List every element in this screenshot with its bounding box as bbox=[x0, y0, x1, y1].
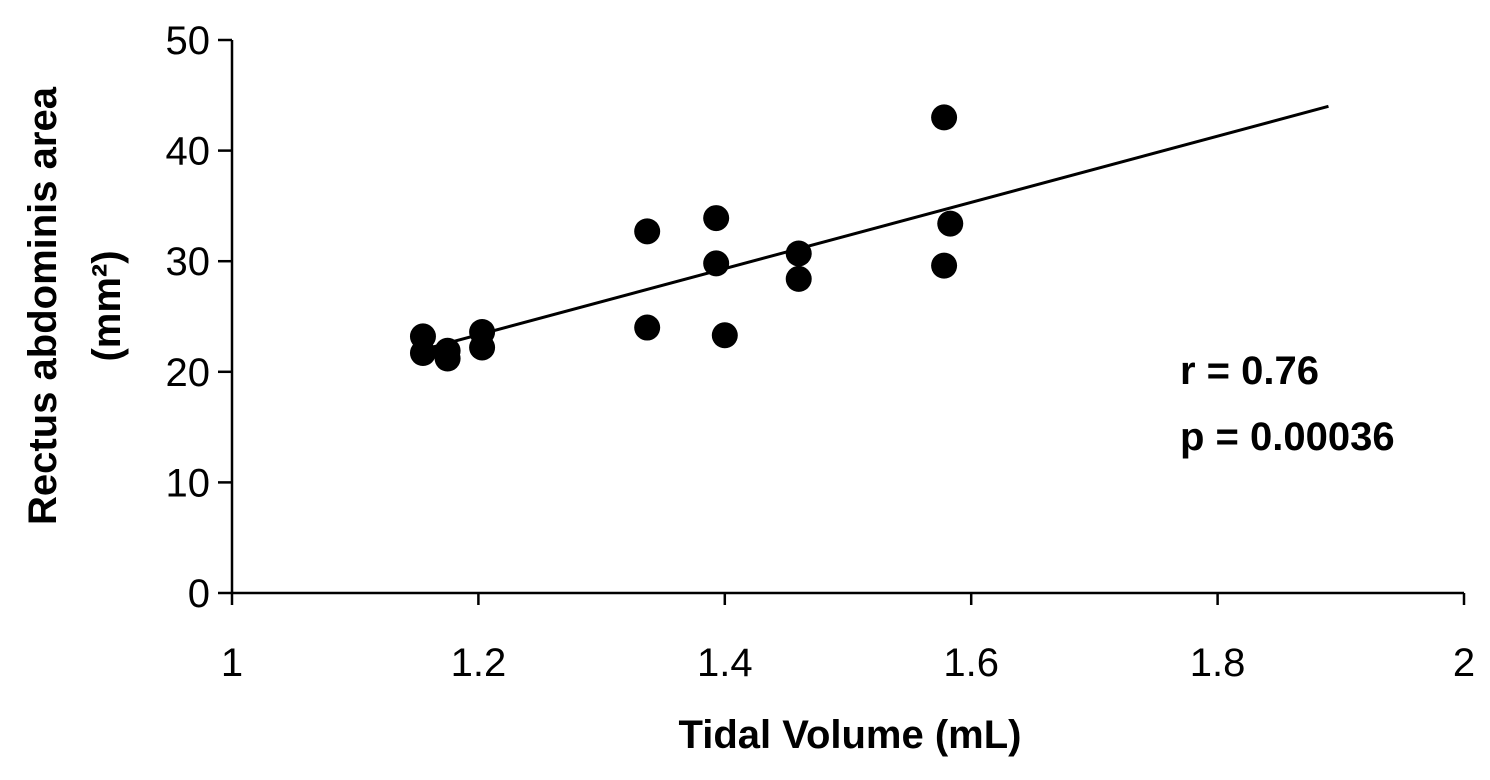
data-point bbox=[931, 104, 958, 131]
y-tick-label: 30 bbox=[166, 240, 211, 284]
axes bbox=[230, 40, 1464, 595]
data-point bbox=[931, 252, 958, 279]
data-point bbox=[703, 205, 730, 232]
data-point bbox=[711, 322, 738, 349]
y-axis-title: Rectus abdominis area (mm²) bbox=[21, 86, 129, 525]
x-tick-label: 1.8 bbox=[1190, 641, 1246, 685]
y-tick-label: 50 bbox=[166, 19, 211, 63]
data-point bbox=[703, 250, 730, 277]
data-point bbox=[469, 334, 496, 361]
y-tick-label: 20 bbox=[166, 351, 211, 395]
y-axis-title-line1: Rectus abdominis area bbox=[21, 86, 65, 525]
data-points bbox=[409, 104, 964, 372]
x-tick-label: 1 bbox=[221, 641, 243, 685]
p-annotation: p = 0.00036 bbox=[1180, 415, 1395, 459]
data-point bbox=[434, 345, 461, 372]
r-annotation: r = 0.76 bbox=[1180, 349, 1319, 393]
data-point bbox=[937, 210, 964, 237]
x-tick-label: 1.2 bbox=[451, 641, 507, 685]
y-tick-label: 0 bbox=[188, 572, 210, 616]
y-tick-label: 10 bbox=[166, 461, 211, 505]
trendline-group bbox=[422, 104, 1329, 352]
x-tick-label: 1.4 bbox=[697, 641, 753, 685]
x-tick-label: 1.6 bbox=[943, 641, 999, 685]
data-point bbox=[785, 265, 812, 292]
data-point bbox=[634, 218, 661, 245]
y-axis-ticks: 0 10 20 30 40 50 bbox=[166, 19, 232, 616]
x-axis-ticks: 1 1.2 1.4 1.6 1.8 2 bbox=[221, 593, 1475, 685]
x-axis-title: Tidal Volume (mL) bbox=[679, 713, 1022, 757]
y-tick-label: 40 bbox=[166, 130, 211, 174]
trendline bbox=[422, 104, 1329, 352]
data-point bbox=[785, 240, 812, 267]
data-point bbox=[409, 339, 436, 366]
x-tick-label: 2 bbox=[1453, 641, 1475, 685]
data-point bbox=[634, 314, 661, 341]
y-axis-title-line2: (mm²) bbox=[85, 250, 129, 361]
